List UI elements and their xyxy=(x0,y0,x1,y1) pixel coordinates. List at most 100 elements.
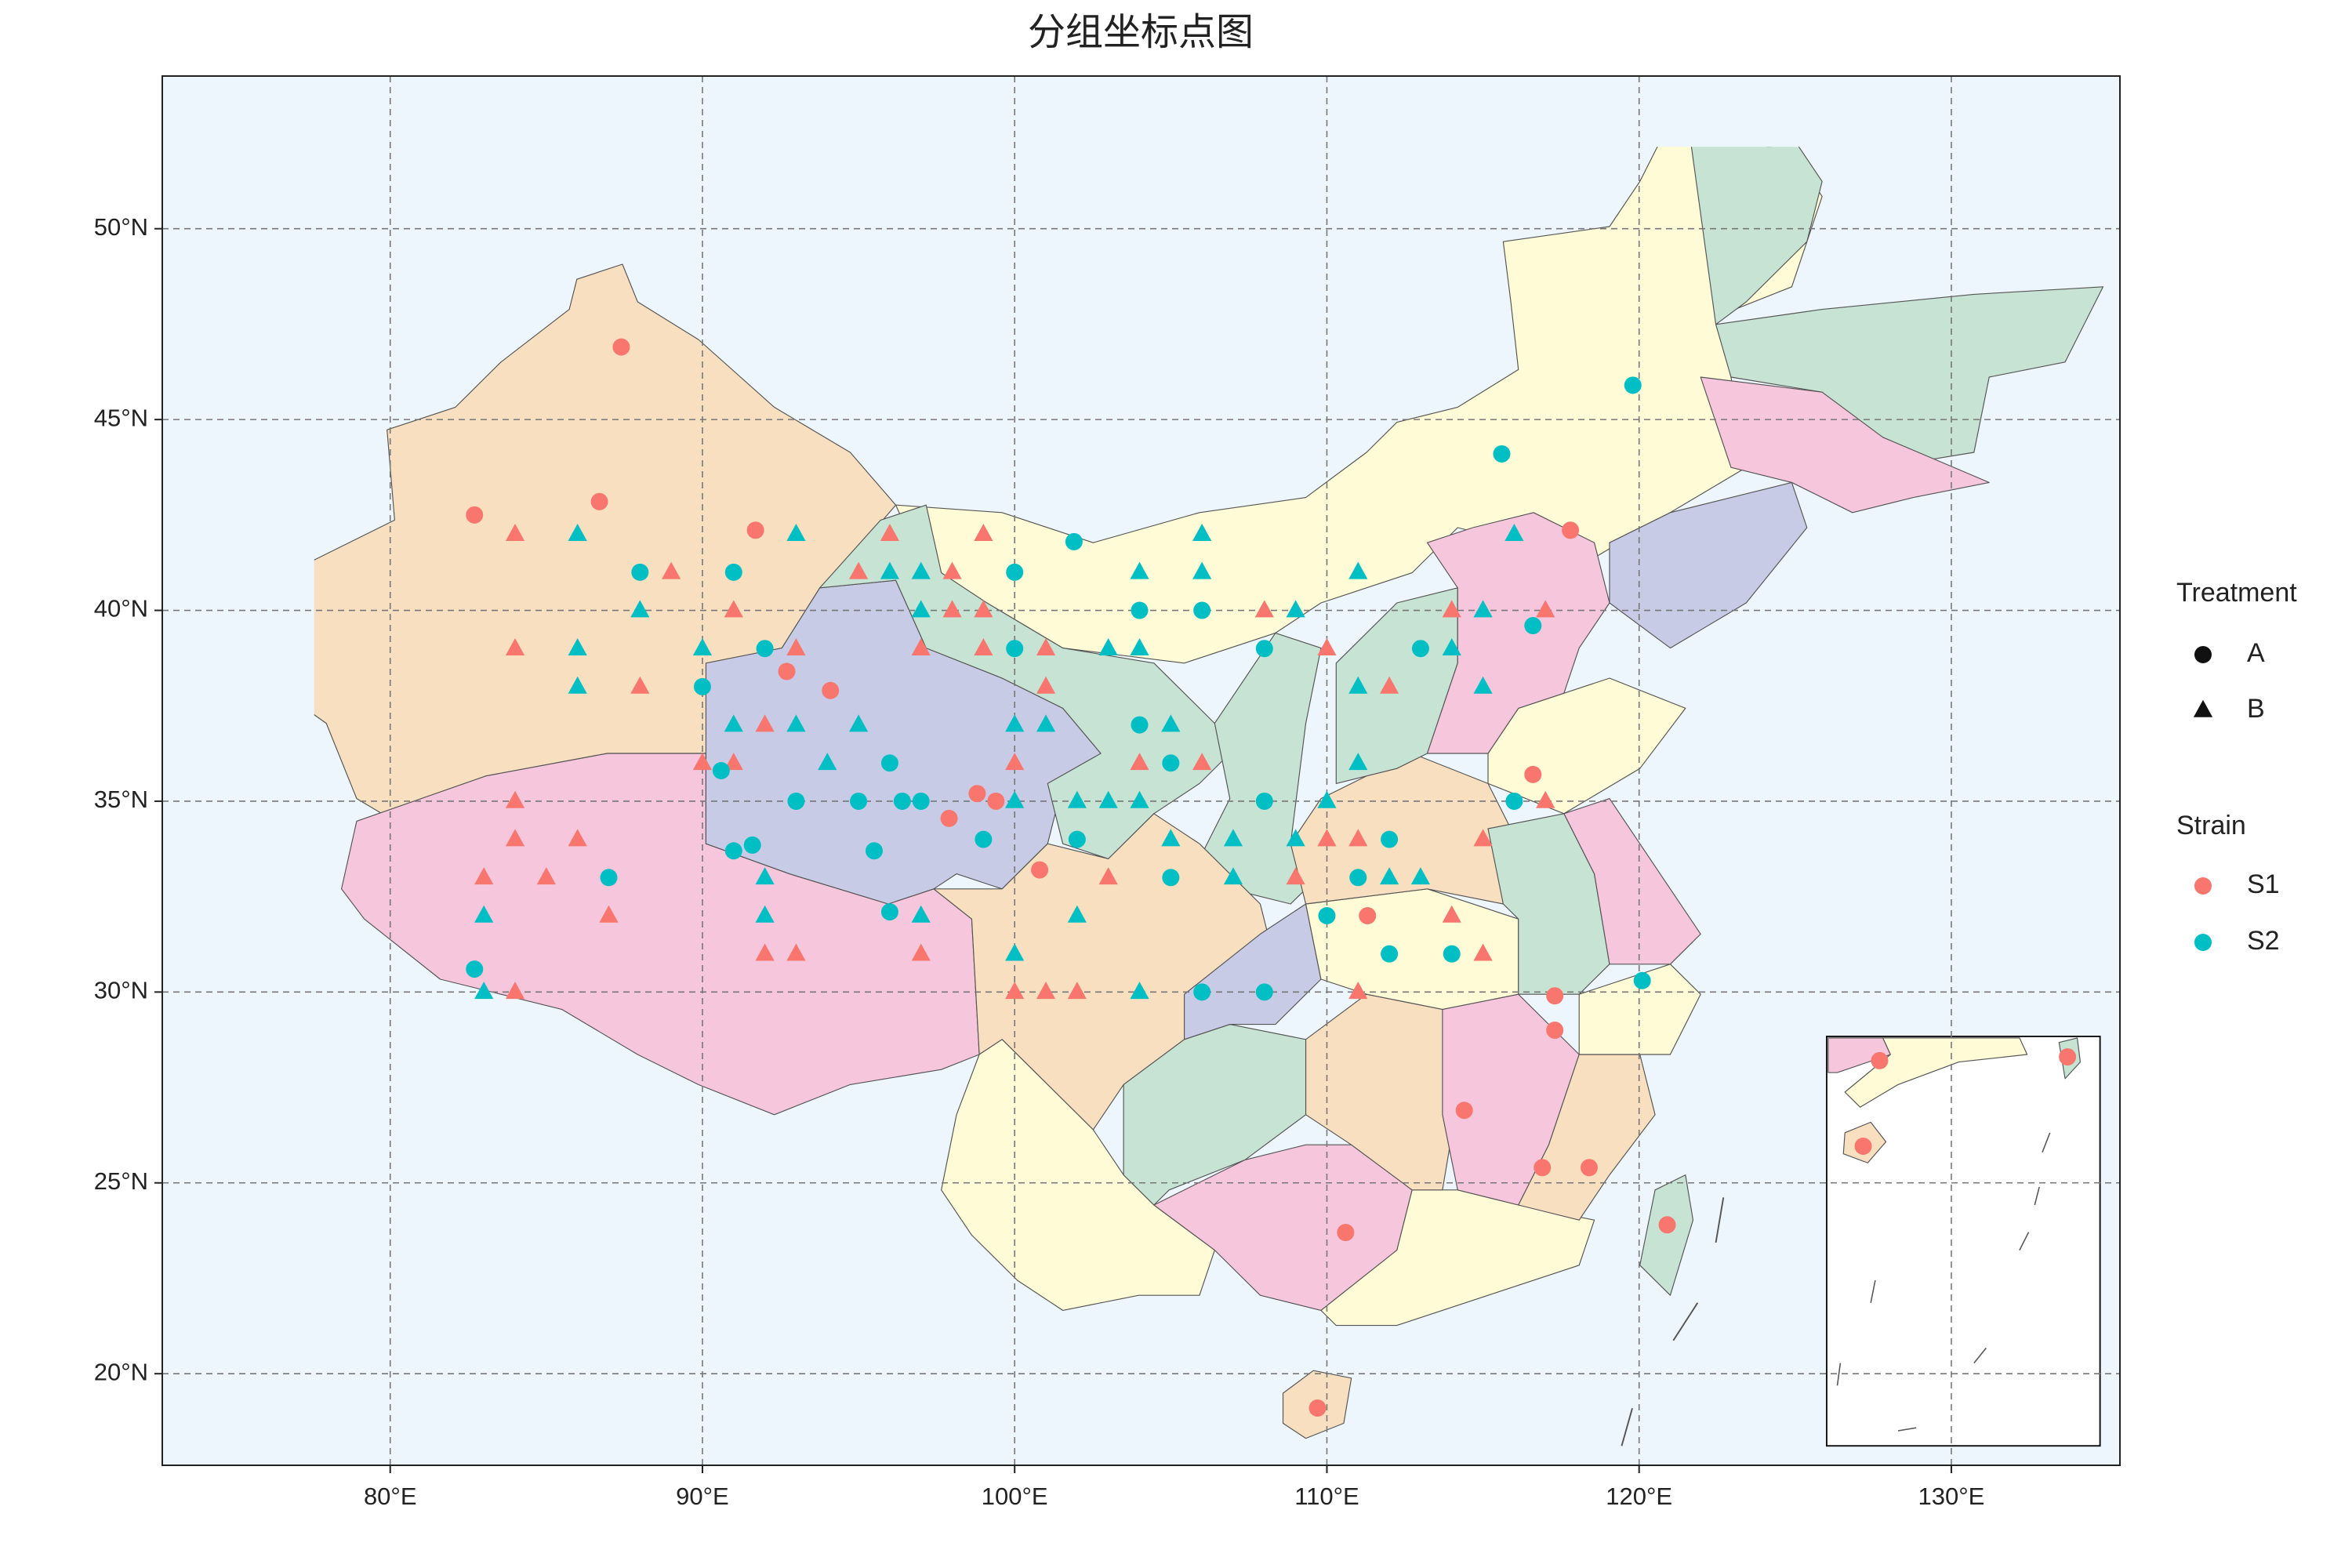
point xyxy=(1381,830,1399,848)
point xyxy=(590,492,608,510)
point xyxy=(942,600,962,618)
point xyxy=(755,867,775,885)
map-layer xyxy=(314,147,2104,1447)
point xyxy=(1455,1102,1473,1120)
x-tick-label: 90°E xyxy=(676,1483,729,1510)
point xyxy=(568,829,587,847)
point xyxy=(1524,765,1542,783)
point xyxy=(1524,617,1542,635)
point xyxy=(1442,600,1461,618)
point xyxy=(1193,601,1211,619)
point xyxy=(1633,971,1651,989)
point xyxy=(1192,523,1212,541)
point xyxy=(1005,753,1025,771)
point xyxy=(712,762,730,779)
point xyxy=(1318,906,1336,924)
point xyxy=(1005,982,1025,1000)
point xyxy=(724,842,742,860)
point xyxy=(1255,640,1273,658)
point xyxy=(787,792,805,810)
region xyxy=(1426,512,1610,754)
point xyxy=(724,753,743,771)
point xyxy=(1348,676,1368,694)
point xyxy=(940,809,958,827)
point xyxy=(474,867,494,885)
plot-border xyxy=(162,75,2121,1466)
point xyxy=(1624,376,1642,394)
point xyxy=(786,523,806,541)
point xyxy=(612,338,630,356)
point xyxy=(1130,982,1149,1000)
point xyxy=(968,785,986,803)
point xyxy=(1036,676,1056,694)
point xyxy=(1317,638,1337,656)
point xyxy=(1130,561,1149,579)
point xyxy=(1536,600,1555,618)
point xyxy=(1348,982,1368,1000)
point xyxy=(1161,829,1181,847)
point xyxy=(1193,983,1211,1001)
point xyxy=(662,561,681,579)
point xyxy=(1223,829,1243,847)
point xyxy=(1255,792,1273,810)
point xyxy=(1348,829,1368,847)
point xyxy=(1317,790,1337,808)
point xyxy=(1130,753,1149,771)
point xyxy=(1473,676,1493,694)
point xyxy=(724,563,742,581)
point xyxy=(568,638,587,656)
point xyxy=(505,790,525,808)
point xyxy=(1580,1159,1598,1177)
point xyxy=(1067,982,1087,1000)
axes: 80°E 90°E 100°E 110°E 120°E 130°E 20°N 25°N 30°N… xyxy=(94,213,1985,1510)
point xyxy=(1006,563,1024,581)
region xyxy=(1609,481,1808,649)
legend-symbol xyxy=(2193,699,2213,717)
inset-point xyxy=(1854,1137,1872,1155)
point xyxy=(1254,600,1274,618)
point xyxy=(1411,640,1429,658)
point xyxy=(1036,638,1056,656)
inset-dash-line xyxy=(1836,1132,2051,1432)
point xyxy=(466,506,484,524)
y-tick-label: 50°N xyxy=(94,213,148,241)
point xyxy=(1562,521,1580,539)
point xyxy=(1162,754,1180,772)
point xyxy=(1286,867,1305,885)
point xyxy=(600,869,618,887)
point xyxy=(822,681,840,699)
legend-title: Treatment xyxy=(2176,578,2297,608)
y-tick-label: 40°N xyxy=(94,595,148,622)
y-tick-label: 35°N xyxy=(94,786,148,813)
legend-label: S1 xyxy=(2247,869,2280,899)
point xyxy=(1192,561,1212,579)
point xyxy=(1380,867,1399,885)
point xyxy=(880,754,898,772)
x-tick-label: 100°E xyxy=(982,1483,1048,1510)
x-tick-label: 120°E xyxy=(1606,1483,1672,1510)
point xyxy=(1546,987,1564,1005)
point xyxy=(1255,983,1273,1001)
point xyxy=(693,677,711,695)
point xyxy=(893,792,911,810)
point xyxy=(1131,716,1149,734)
point xyxy=(466,960,484,978)
point xyxy=(786,943,806,961)
point xyxy=(1380,676,1399,694)
region xyxy=(1639,1174,1694,1296)
point xyxy=(1068,830,1086,848)
point xyxy=(850,792,868,810)
point xyxy=(474,905,494,923)
chart-title: 分组坐标点图 xyxy=(1028,10,1254,54)
point xyxy=(880,903,898,921)
point xyxy=(1473,829,1493,847)
legend-title: Strain xyxy=(2176,811,2246,840)
point xyxy=(755,905,775,923)
point xyxy=(692,753,713,771)
point xyxy=(778,662,796,681)
point xyxy=(1130,638,1149,656)
point xyxy=(1337,1224,1355,1242)
point xyxy=(866,842,883,860)
x-tick-label: 130°E xyxy=(1918,1483,1985,1510)
